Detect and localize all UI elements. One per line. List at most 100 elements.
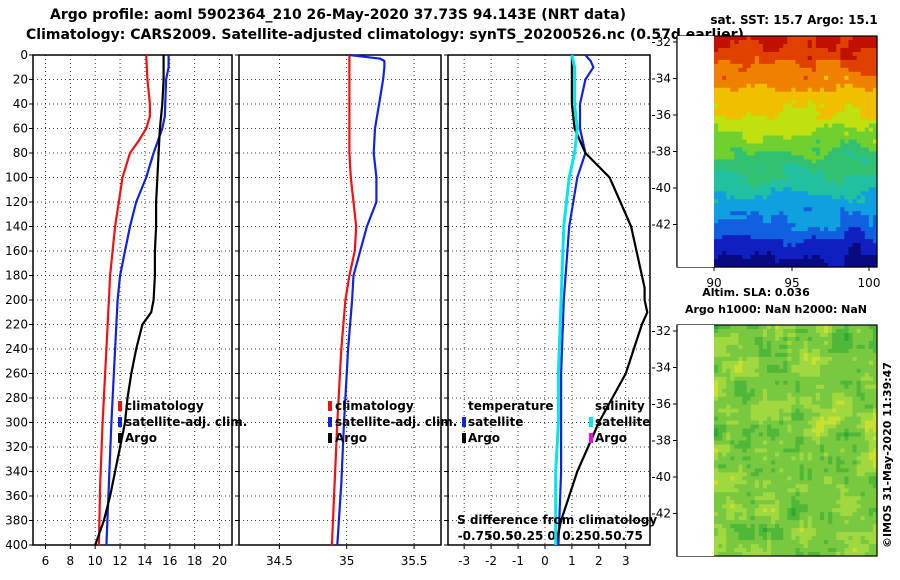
map-cell (811, 115, 817, 121)
map-cell (828, 79, 833, 85)
map-cell (762, 167, 768, 173)
map-cell (872, 195, 878, 200)
map-cell (714, 325, 719, 330)
map-y-tick-label: -34 (651, 361, 671, 375)
map-cell (718, 484, 723, 489)
map-cell (722, 155, 727, 161)
map-cell (868, 231, 874, 236)
map-cell (795, 520, 801, 525)
map-cell (824, 392, 829, 398)
map-cell (734, 239, 740, 244)
map-cell (828, 107, 833, 113)
map-cell (787, 388, 793, 394)
map-cell (819, 416, 825, 422)
map-cell (758, 83, 764, 89)
map-cell (819, 155, 825, 161)
map-cell (766, 448, 772, 454)
map-cell (832, 376, 837, 382)
map-cell (734, 243, 740, 248)
map-cell (824, 488, 829, 493)
map-cell (775, 404, 780, 410)
map-cell (856, 195, 862, 200)
map-cell (738, 155, 744, 161)
map-cell (799, 36, 805, 41)
map-cell (746, 263, 752, 268)
map-cell (722, 199, 727, 204)
y-tick-label: 340 (5, 465, 28, 479)
map-cell (856, 376, 862, 382)
map-cell (738, 207, 744, 212)
map-cell (718, 432, 723, 438)
map-cell (819, 352, 825, 358)
map-cell (795, 348, 801, 354)
map-cell (783, 203, 788, 208)
map-cell (828, 432, 833, 438)
map-cell (856, 255, 862, 260)
map-cell (742, 352, 748, 358)
map-cell (832, 504, 837, 509)
map-cell (779, 39, 784, 45)
map-cell (856, 524, 862, 529)
map-cell (722, 87, 727, 93)
map-cell (832, 524, 837, 529)
map-cell (799, 340, 805, 346)
map-cell (807, 83, 813, 89)
map-cell (730, 344, 735, 350)
map-cell (775, 516, 780, 521)
map-cell (754, 444, 760, 450)
map-cell (742, 364, 748, 370)
map-cell (742, 388, 748, 394)
legend-label-satellite: satellite-adj. clim. (125, 415, 247, 429)
map-cell (844, 187, 850, 192)
map-cell (762, 480, 768, 485)
map-cell (815, 484, 821, 489)
map-cell (771, 484, 776, 489)
map-cell (775, 428, 780, 434)
map-cell (852, 259, 858, 264)
map-cell (734, 496, 740, 501)
map-cell (860, 39, 866, 45)
map-cell (762, 259, 768, 264)
map-cell (828, 388, 833, 394)
map-cell (779, 408, 784, 414)
map-cell (750, 472, 756, 477)
map-cell (803, 39, 809, 45)
map-cell (844, 548, 850, 553)
map-cell (726, 67, 731, 73)
map-cell (840, 532, 845, 537)
map-cell (819, 488, 825, 493)
map-cell (766, 408, 772, 414)
map-cell (758, 528, 764, 533)
map-cell (819, 55, 825, 61)
map-cell (775, 476, 780, 481)
map-cell (787, 36, 793, 41)
map-cell (840, 151, 845, 157)
map-cell (746, 540, 752, 545)
map-cell (819, 424, 825, 430)
map-cell (795, 247, 801, 252)
map-cell (750, 263, 756, 268)
map-cell (722, 235, 727, 240)
map-cell (860, 51, 866, 57)
map-cell (807, 456, 813, 462)
map-cell (807, 59, 813, 65)
map-cell (799, 227, 805, 232)
map-cell (787, 155, 793, 161)
map-cell (734, 36, 740, 41)
map-cell (807, 155, 813, 161)
map-cell (762, 528, 768, 533)
map-cell (811, 199, 817, 204)
legend-swatch-satellite (328, 417, 332, 427)
map-cell (775, 199, 780, 204)
map-cell (872, 472, 878, 477)
map-cell (746, 516, 752, 521)
map-cell (714, 384, 719, 390)
map-cell (840, 187, 845, 192)
map-cell (860, 195, 866, 200)
map-cell (779, 159, 784, 165)
map-cell (722, 372, 727, 378)
map-cell (714, 199, 719, 204)
map-cell (791, 123, 797, 129)
map-cell (766, 175, 772, 180)
map-cell (787, 75, 793, 81)
